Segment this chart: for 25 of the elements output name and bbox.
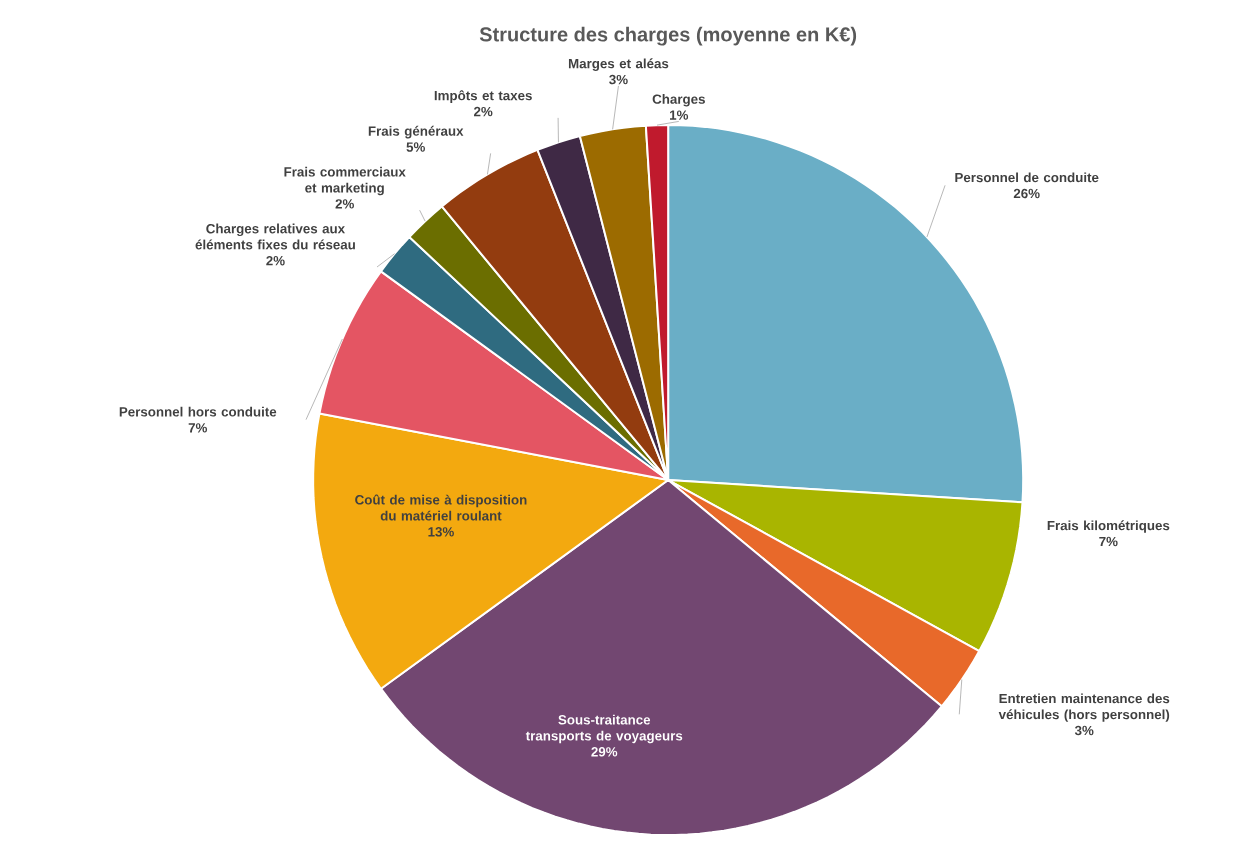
data-label: 2% (473, 106, 493, 117)
slice-label: Personnel de conduite (955, 172, 1099, 183)
slice-label: Marges et aléas (568, 58, 669, 71)
slice-label: Frais généraux (368, 125, 464, 139)
data-label: 3% (609, 74, 628, 85)
data-label: 2% (335, 199, 354, 209)
slice-label: Personnel hors conduite (119, 406, 277, 417)
slice-label: Charges relatives aux éléments fixes du réseau (195, 223, 355, 250)
slice-label: Entretien maintenance des véhicules (hors personnel) (998, 693, 1170, 722)
slice-label: Charges (652, 94, 705, 107)
chart-title: Structure des charges (moyenne en K€) (479, 26, 857, 46)
data-label: 5% (406, 142, 425, 152)
slice-label: Impôts et taxes (434, 90, 532, 103)
slice-label: Sous-traitance transports de voyageurs (525, 714, 683, 744)
data-label: 7% (188, 423, 208, 433)
data-label: 2% (266, 255, 285, 266)
slice-label: Frais kilométriques (1047, 520, 1170, 533)
data-label: 13% (428, 527, 454, 537)
slice-label: Frais commerciaux et marketing (284, 166, 406, 196)
data-label: 26% (1013, 188, 1040, 199)
data-label: 7% (1099, 536, 1118, 547)
data-label: 3% (1074, 725, 1094, 736)
data-label: 1% (670, 110, 689, 120)
slice-label: Coût de mise à disposition du matériel roulant (355, 494, 527, 521)
data-label: 29% (591, 747, 618, 757)
